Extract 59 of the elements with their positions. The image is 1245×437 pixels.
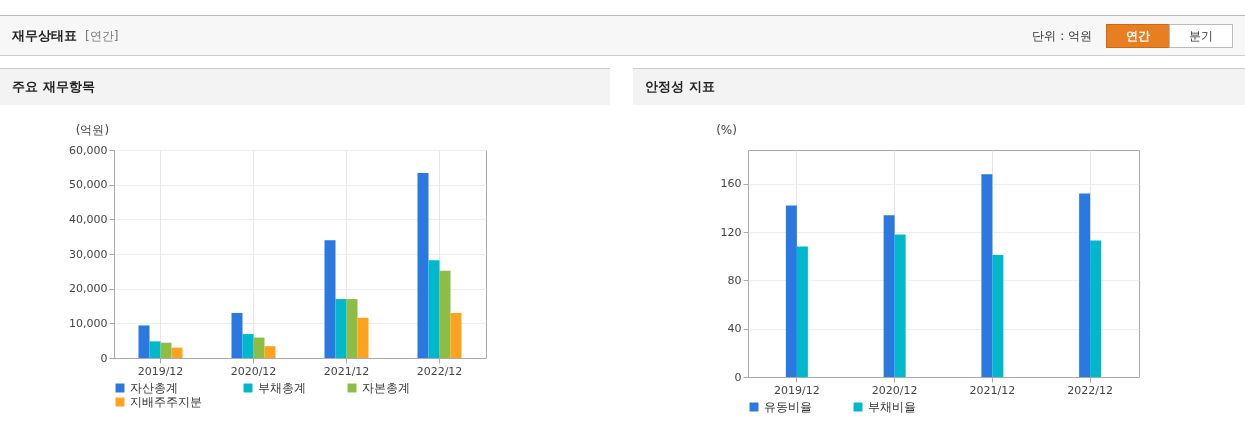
- y-tick-label: 50,000: [69, 178, 108, 192]
- legend-label: 지배주주지분: [130, 395, 202, 409]
- bar: [149, 341, 161, 358]
- bar: [357, 317, 369, 358]
- bar: [335, 299, 347, 358]
- bar: [231, 312, 243, 358]
- y-tick-label: 40: [727, 322, 742, 336]
- x-tick-label: 2022/12: [416, 364, 463, 378]
- text: 연간: [1106, 24, 1170, 48]
- x-tick-label: 2021/12: [323, 364, 370, 378]
- legend-label: 자본총계: [362, 381, 410, 395]
- y-tick-label: 30,000: [69, 247, 108, 261]
- x-tick-label: 2022/12: [1067, 383, 1113, 397]
- bar: [242, 334, 254, 358]
- bar: [171, 347, 183, 358]
- bar: [160, 342, 172, 358]
- y-tick-label: 20,000: [69, 282, 108, 296]
- y-tick-label: 0: [734, 370, 742, 384]
- bar: [264, 346, 276, 358]
- bar: [324, 240, 336, 358]
- bar: [450, 312, 462, 358]
- x-tick-label: 2020/12: [871, 383, 918, 397]
- y-axis-title: (%): [716, 122, 737, 137]
- y-tick-label: 40,000: [69, 212, 108, 226]
- bar: [883, 215, 895, 377]
- y-tick-label: 80: [727, 273, 742, 287]
- bar: [1079, 193, 1091, 377]
- y-axis-title: (억원): [75, 122, 110, 137]
- text: 재무상태표: [12, 28, 77, 43]
- bar: [428, 260, 440, 358]
- y-tick-label: 0: [100, 351, 108, 365]
- text: 단위 : 억원: [1032, 28, 1092, 45]
- bar: [346, 299, 358, 358]
- bar: [785, 205, 797, 377]
- x-tick-label: 2019/12: [137, 364, 184, 378]
- y-tick-label: 120: [720, 225, 742, 239]
- x-tick-label: 2019/12: [774, 383, 820, 397]
- bar: [253, 337, 265, 358]
- y-tick-label: 60,000: [69, 143, 108, 157]
- y-tick-label: 10,000: [69, 316, 108, 330]
- bar: [981, 174, 993, 377]
- bar: [417, 172, 429, 358]
- legend-label: 부채총계: [258, 381, 306, 395]
- text: 분기: [1169, 24, 1233, 48]
- bar: [992, 255, 1004, 377]
- bar: [439, 270, 451, 358]
- bar: [894, 234, 906, 377]
- text: [연간]: [85, 29, 119, 43]
- chart-title: 안정성 지표: [633, 68, 1245, 105]
- legend-label: 부채비율: [868, 400, 916, 414]
- legend-label: 자산총계: [130, 381, 178, 395]
- bar: [138, 325, 150, 358]
- chart-title: 주요 재무항목: [0, 68, 610, 105]
- bar: [1090, 240, 1102, 377]
- y-tick-label: 160: [720, 177, 742, 191]
- legend-label: 유동비율: [764, 400, 812, 414]
- x-tick-label: 2021/12: [969, 383, 1016, 397]
- x-tick-label: 2020/12: [230, 364, 277, 378]
- bar: [796, 246, 808, 377]
